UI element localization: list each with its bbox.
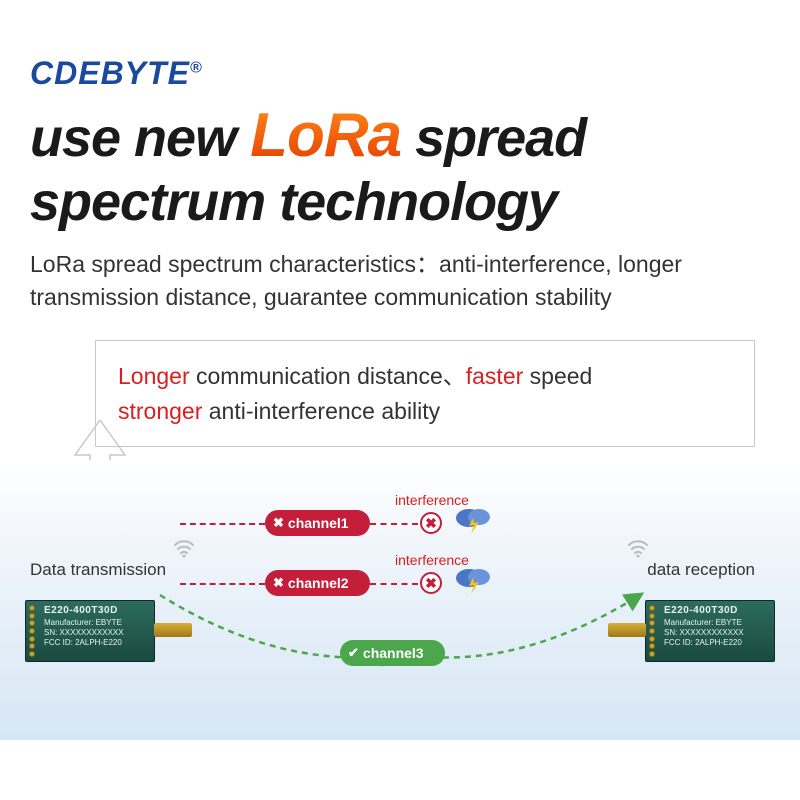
channel3-pill: ✔channel3 (340, 640, 445, 666)
brand-logo: CDEBYTE® (30, 55, 203, 92)
x-icon: ✖ (273, 515, 284, 531)
channel2-pill: ✖channel2 (265, 570, 370, 596)
x-icon: ✖ (273, 575, 284, 591)
tx-module: E220-400T30D Manufacturer: EBYTE SN: XXX… (25, 600, 155, 662)
wifi-icon (172, 536, 196, 560)
headline: use new LoRa spread spectrum technology (30, 100, 770, 233)
check-icon: ✔ (348, 645, 359, 661)
channel1-line (180, 523, 265, 525)
diagram-area: Data transmission data reception interfe… (0, 460, 800, 740)
storm-icon (455, 506, 491, 534)
tx-label: Data transmission (30, 560, 166, 580)
antenna-icon (608, 623, 646, 637)
channel1-line-b (370, 523, 418, 525)
antenna-icon (154, 623, 192, 637)
callout-box: Longer communication distance、faster spe… (95, 340, 755, 447)
blocked-icon: ✖ (420, 572, 442, 594)
rx-label: data reception (647, 560, 755, 580)
registered-icon: ® (190, 59, 203, 76)
lora-highlight: LoRa (250, 101, 401, 170)
storm-icon (455, 566, 491, 594)
rx-module: E220-400T30D Manufacturer: EBYTE SN: XXX… (645, 600, 775, 662)
blocked-icon: ✖ (420, 512, 442, 534)
channel1-pill: ✖channel1 (265, 510, 370, 536)
subheadline: LoRa spread spectrum characteristics：ant… (30, 248, 770, 315)
wifi-icon (626, 536, 650, 560)
